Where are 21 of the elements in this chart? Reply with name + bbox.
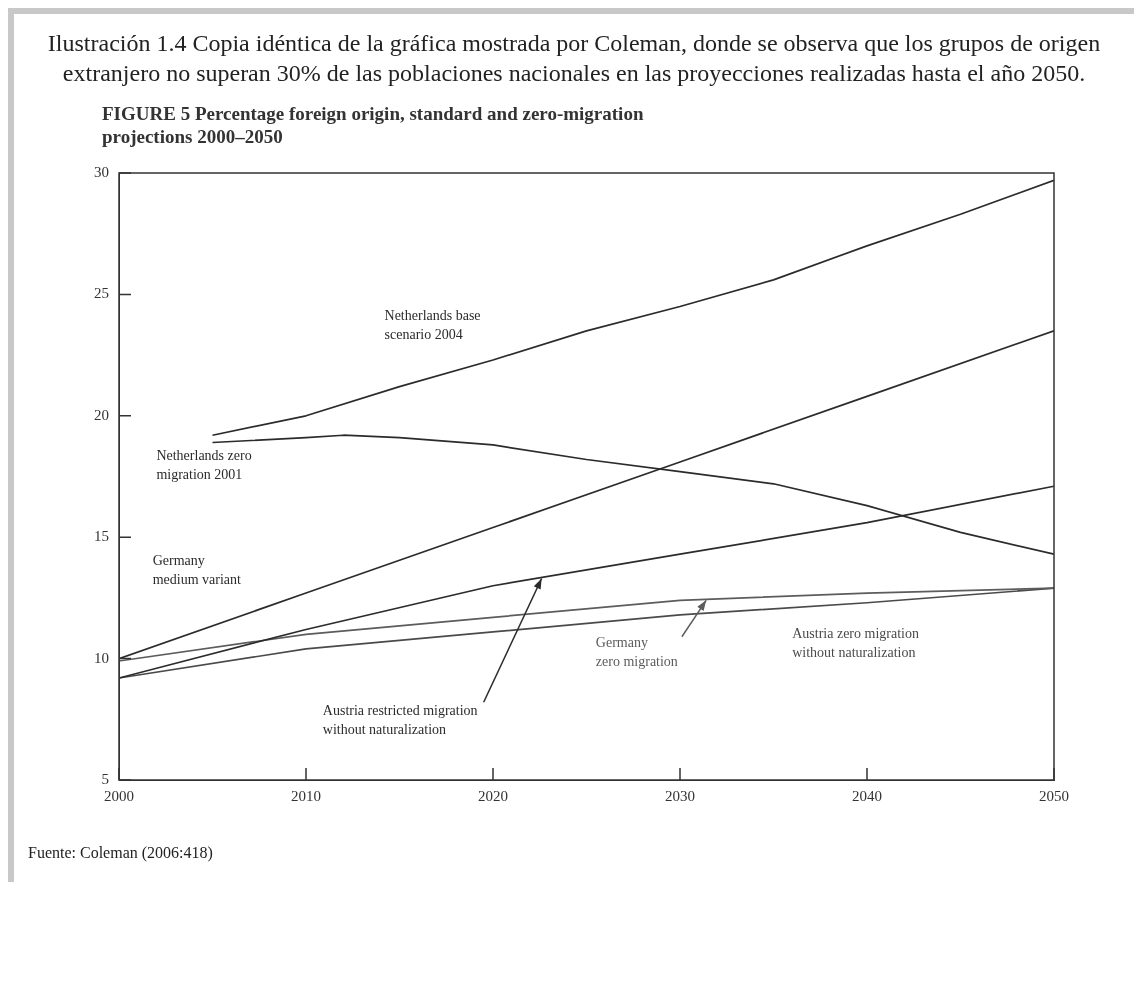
y-tick-label: 5 <box>101 770 109 787</box>
series-label: Netherlands zero migration 2001 <box>156 448 252 483</box>
x-tick-label: 2020 <box>478 787 508 804</box>
y-tick-label: 25 <box>94 285 109 302</box>
series-label: Germany zero migration <box>595 635 678 670</box>
x-tick-label: 2040 <box>852 787 882 804</box>
series-label: Austria zero migration without naturalization <box>792 625 919 660</box>
source-note: Fuente: Coleman (2006:418) <box>28 844 214 862</box>
series-label: Germany medium variant <box>152 552 242 587</box>
y-tick-label: 15 <box>94 528 109 545</box>
series-label: Netherlands base scenario 2004 <box>384 307 481 342</box>
x-tick-label: 2050 <box>1039 787 1069 804</box>
chart-subtitle: FIGURE 5 Percentage foreign origin, standard and zero-migration projections 2000–2050 <box>102 102 645 148</box>
chart-title: Ilustración 1.4 Copia idéntica de la gráfica mostrada por Coleman, donde se observa que los grupos de origen extranjero no superan 30% de las poblaciones nacionales en las proyecciones realizadas hasta el año 2050. <box>46 29 1102 88</box>
y-tick-label: 20 <box>94 406 109 423</box>
y-tick-label: 30 <box>94 163 109 180</box>
x-tick-label: 2010 <box>291 787 321 804</box>
x-tick-label: 2030 <box>665 787 695 804</box>
x-tick-label: 2000 <box>104 787 134 804</box>
y-tick-label: 10 <box>94 649 109 666</box>
text: Austria restricted migration without naturalization <box>322 703 478 738</box>
